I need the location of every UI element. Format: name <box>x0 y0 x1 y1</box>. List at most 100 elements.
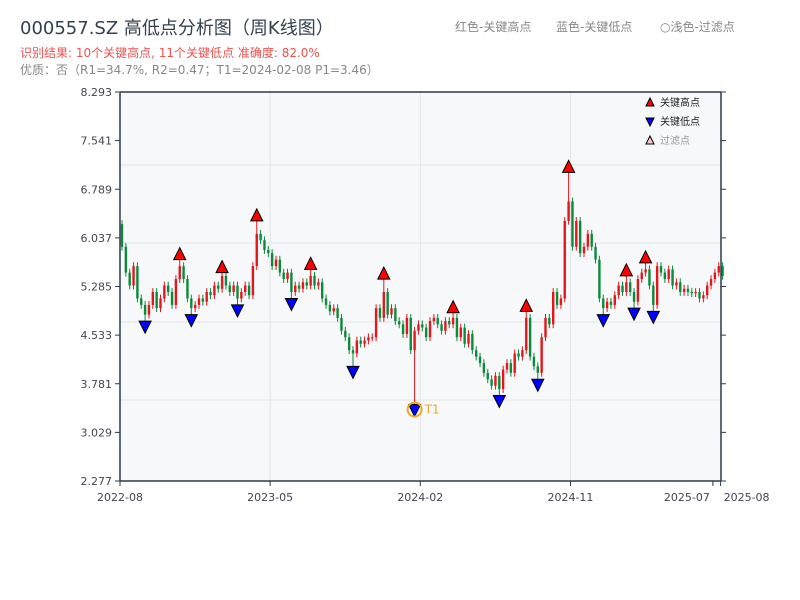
candle <box>667 265 670 283</box>
candle <box>371 333 374 342</box>
candle-body <box>367 337 370 341</box>
candle <box>532 352 536 371</box>
candle-body <box>282 272 285 280</box>
candle <box>224 271 228 290</box>
candle-body <box>232 285 235 292</box>
candle <box>220 272 224 293</box>
candle <box>124 242 128 277</box>
candle-body <box>598 259 601 299</box>
key-high-marker <box>561 159 576 173</box>
candle <box>398 317 401 329</box>
candle-body <box>667 269 670 280</box>
candle <box>717 262 720 277</box>
candle <box>575 216 578 251</box>
candle <box>690 288 693 298</box>
candle <box>301 278 305 293</box>
y-tick-label: 3.781 <box>81 378 113 391</box>
candle-body <box>459 327 462 338</box>
candle-body <box>159 298 162 309</box>
candle <box>201 294 205 306</box>
candle <box>267 246 270 258</box>
candle-body <box>409 317 412 351</box>
candle <box>478 352 482 368</box>
candle <box>617 281 620 300</box>
candle <box>686 284 690 296</box>
candle-body <box>482 363 486 373</box>
candle <box>351 346 355 367</box>
candle <box>475 346 478 361</box>
candle-body <box>582 246 586 254</box>
candle-body <box>478 356 482 364</box>
candle-body <box>559 298 563 305</box>
candle <box>629 278 632 296</box>
x-tick-label: 2023-05 <box>247 491 293 504</box>
candle <box>217 281 220 293</box>
candle-body <box>201 298 205 302</box>
candle <box>205 288 208 306</box>
candle <box>209 288 212 300</box>
x-tick-label: 2025-08 <box>724 491 770 504</box>
candle-body <box>590 233 593 247</box>
candle <box>178 259 181 283</box>
candle-body <box>313 275 316 286</box>
candle <box>663 268 667 283</box>
header-legend-blue: 蓝色-关键低点 <box>556 20 633 34</box>
candle <box>132 262 135 290</box>
candle-body <box>301 282 305 289</box>
candle <box>378 304 382 322</box>
candle <box>155 288 158 313</box>
candle <box>501 365 505 393</box>
y-tick-label: 6.789 <box>81 183 113 196</box>
candle <box>563 216 566 303</box>
candle-body <box>605 301 609 309</box>
key-high-marker <box>303 256 318 270</box>
candle-body <box>228 285 231 292</box>
candle-body <box>401 324 405 335</box>
candle-body <box>398 321 401 325</box>
quality-summary: 优质：否（R1=34.7%, R2=0.47；T1=2024-02-08 P1=… <box>20 63 379 77</box>
candle <box>598 255 601 303</box>
candle-body <box>297 285 301 289</box>
candle <box>467 330 470 348</box>
candle <box>332 304 335 316</box>
candle <box>274 255 278 271</box>
candle-body <box>324 298 328 305</box>
candle-body <box>625 282 628 292</box>
candle <box>436 313 439 329</box>
candle-body <box>702 295 705 299</box>
candle <box>455 313 459 342</box>
candle <box>321 278 324 303</box>
candle <box>702 291 705 303</box>
candle <box>336 304 339 322</box>
candle-body <box>517 353 520 357</box>
candle-body <box>424 327 428 338</box>
candle-body <box>463 327 466 344</box>
candle <box>567 172 570 225</box>
key-high-marker <box>638 249 653 264</box>
key-low-marker <box>138 320 152 335</box>
candle <box>486 368 489 384</box>
candle <box>448 317 451 329</box>
key-high-marker <box>376 265 391 280</box>
key-low-marker <box>492 394 507 409</box>
candle-body <box>706 285 709 296</box>
candle <box>263 236 266 254</box>
candle <box>182 262 185 283</box>
candle-body <box>305 282 308 286</box>
key-low-marker <box>184 314 199 328</box>
candle <box>255 220 258 271</box>
candle-body <box>120 224 124 247</box>
candle-body <box>640 272 643 280</box>
candle-body <box>286 272 289 280</box>
candle-body <box>552 291 555 325</box>
candle <box>417 320 420 335</box>
candle-body <box>713 272 717 280</box>
candle <box>236 281 239 305</box>
y-tick-label: 7.541 <box>81 135 113 148</box>
chart-title: 000557.SZ 高低点分析图（周K线图） <box>20 18 334 39</box>
candle <box>309 269 312 290</box>
candle-body <box>193 304 197 309</box>
candle <box>167 281 170 296</box>
candle-body <box>632 291 636 302</box>
